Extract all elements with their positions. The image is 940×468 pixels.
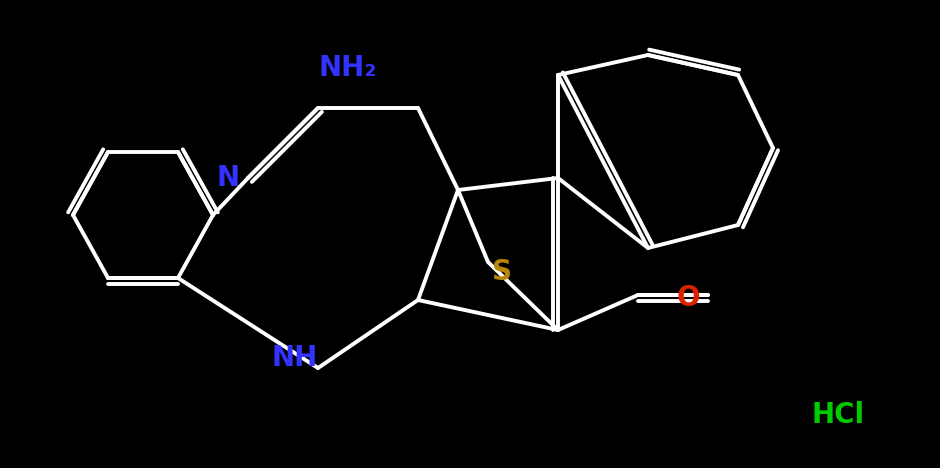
Text: S: S: [492, 258, 512, 286]
Text: N: N: [216, 164, 240, 192]
Text: HCl: HCl: [811, 401, 865, 429]
Text: NH₂: NH₂: [319, 54, 377, 82]
Text: O: O: [676, 284, 699, 312]
Text: NH: NH: [272, 344, 318, 372]
